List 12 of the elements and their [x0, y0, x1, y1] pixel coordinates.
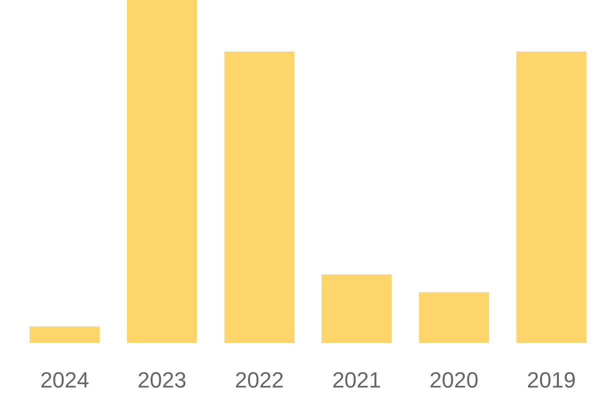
bar	[224, 51, 294, 343]
x-tick-label: 2020	[430, 368, 478, 392]
bar	[418, 292, 490, 343]
x-tick-label: 2021	[332, 368, 382, 392]
bar	[516, 51, 586, 343]
x-tick-label: 2023	[138, 368, 186, 392]
x-tick-label: 2019	[526, 368, 576, 392]
x-tick-label: 2022	[234, 368, 284, 392]
bar	[126, 0, 198, 343]
bar	[30, 326, 100, 343]
x-tick-label: 2024	[40, 368, 90, 392]
bar	[322, 274, 392, 343]
